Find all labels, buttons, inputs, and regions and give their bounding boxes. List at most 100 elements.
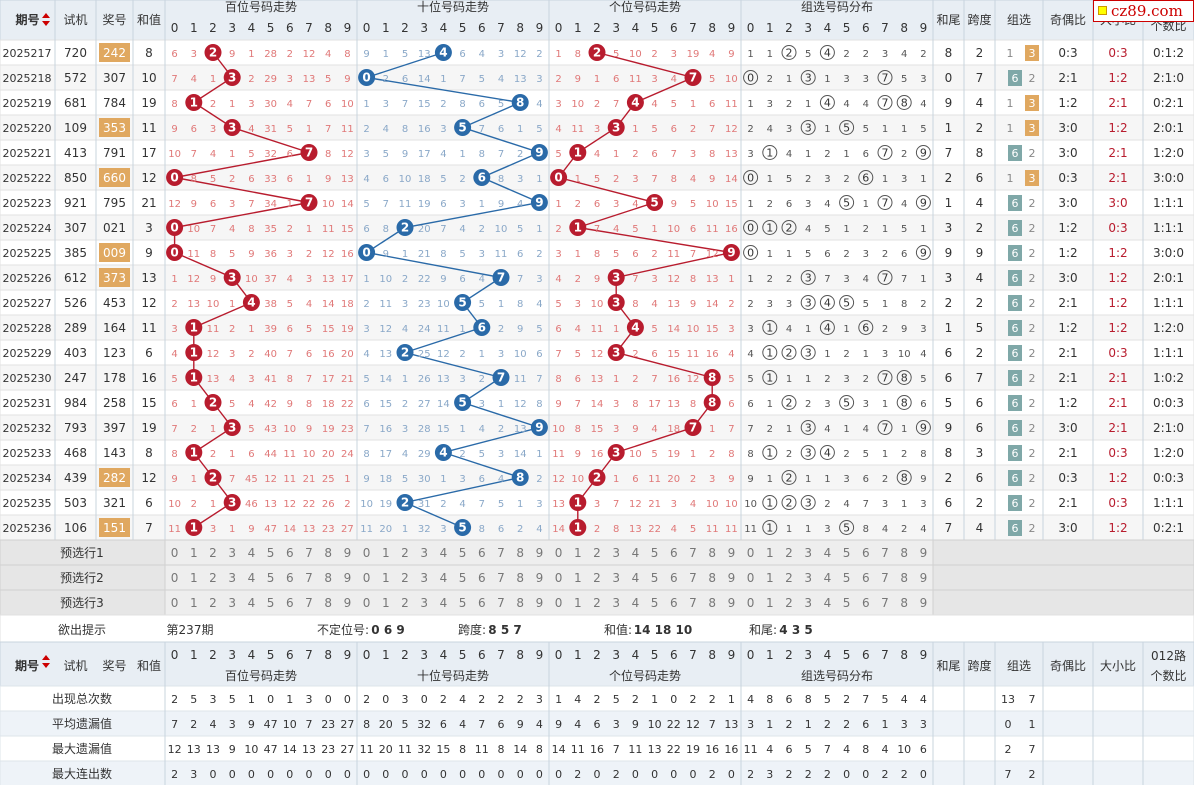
preselect-digit[interactable]: 4	[440, 546, 448, 560]
preselect-digit[interactable]: 4	[824, 596, 832, 610]
preselect-digit[interactable]: 2	[209, 571, 217, 585]
preselect-digit[interactable]: 2	[401, 546, 409, 560]
preselect-digit[interactable]: 6	[478, 546, 486, 560]
preselect-digit[interactable]: 2	[593, 596, 601, 610]
site-logo[interactable]: cz89.com	[1093, 0, 1194, 22]
preselect-digit[interactable]: 2	[785, 596, 793, 610]
sort-down-icon[interactable]	[42, 663, 50, 668]
preselect-digit[interactable]: 6	[670, 596, 678, 610]
preselect-digit[interactable]: 2	[401, 596, 409, 610]
preselect-digit[interactable]: 8	[900, 546, 908, 560]
preselect-digit[interactable]: 1	[382, 546, 390, 560]
preselect-digit[interactable]: 6	[862, 546, 870, 560]
sort-up-icon[interactable]	[42, 655, 50, 660]
preselect-digit[interactable]: 1	[766, 546, 774, 560]
preselect-digit[interactable]: 2	[785, 546, 793, 560]
preselect-digit[interactable]: 1	[574, 596, 582, 610]
preselect-digit[interactable]: 3	[804, 546, 812, 560]
preselect-digit[interactable]: 9	[344, 546, 352, 560]
preselect-digit[interactable]: 6	[862, 571, 870, 585]
preselect-digit[interactable]: 1	[382, 571, 390, 585]
preselect-digit[interactable]: 2	[593, 546, 601, 560]
sort-arrows-icon[interactable]	[42, 13, 50, 26]
preselect-digit[interactable]: 3	[420, 596, 428, 610]
preselect-digit[interactable]: 6	[478, 596, 486, 610]
preselect-digit[interactable]: 8	[324, 571, 332, 585]
preselect-digit[interactable]: 7	[689, 596, 697, 610]
preselect-digit[interactable]: 8	[324, 546, 332, 560]
sort-up-icon[interactable]	[42, 13, 50, 18]
preselect-digit[interactable]: 7	[497, 596, 505, 610]
preselect-digit[interactable]: 5	[459, 546, 467, 560]
preselect-digit[interactable]: 9	[728, 596, 736, 610]
preselect-digit[interactable]: 5	[843, 571, 851, 585]
preselect-digit[interactable]: 2	[593, 571, 601, 585]
preselect-digit[interactable]: 5	[459, 596, 467, 610]
preselect-digit[interactable]: 0	[171, 546, 179, 560]
preselect-digit[interactable]: 8	[516, 546, 524, 560]
preselect-digit[interactable]: 3	[228, 571, 236, 585]
preselect-digit[interactable]: 3	[804, 596, 812, 610]
preselect-digit[interactable]: 7	[305, 596, 313, 610]
preselect-digit[interactable]: 9	[920, 546, 928, 560]
preselect-digit[interactable]: 0	[171, 596, 179, 610]
preselect-digit[interactable]: 3	[612, 571, 620, 585]
preselect-digit[interactable]: 3	[612, 596, 620, 610]
preselect-digit[interactable]: 5	[267, 546, 275, 560]
preselect-digit[interactable]: 0	[363, 571, 371, 585]
preselect-digit[interactable]: 8	[516, 571, 524, 585]
preselect-digit[interactable]: 0	[363, 596, 371, 610]
preselect-digit[interactable]: 0	[555, 571, 563, 585]
preselect-digit[interactable]: 1	[382, 596, 390, 610]
preselect-digit[interactable]: 3	[420, 571, 428, 585]
preselect-digit[interactable]: 9	[920, 596, 928, 610]
preselect-digit[interactable]: 2	[209, 596, 217, 610]
preselect-digit[interactable]: 1	[766, 571, 774, 585]
preselect-digit[interactable]: 3	[612, 546, 620, 560]
preselect-digit[interactable]: 9	[344, 571, 352, 585]
preselect-digit[interactable]: 8	[324, 596, 332, 610]
preselect-digit[interactable]: 6	[286, 546, 294, 560]
preselect-digit[interactable]: 8	[900, 571, 908, 585]
preselect-digit[interactable]: 0	[747, 571, 755, 585]
preselect-digit[interactable]: 0	[555, 596, 563, 610]
preselect-digit[interactable]: 2	[401, 571, 409, 585]
preselect-digit[interactable]: 5	[651, 571, 659, 585]
preselect-digit[interactable]: 6	[670, 571, 678, 585]
preselect-digit[interactable]: 1	[574, 571, 582, 585]
preselect-digit[interactable]: 5	[651, 546, 659, 560]
preselect-digit[interactable]: 5	[843, 596, 851, 610]
preselect-digit[interactable]: 7	[689, 571, 697, 585]
preselect-digit[interactable]: 1	[190, 546, 198, 560]
preselect-digit[interactable]: 7	[497, 546, 505, 560]
preselect-digit[interactable]: 6	[286, 571, 294, 585]
preselect-digit[interactable]: 6	[478, 571, 486, 585]
preselect-digit[interactable]: 3	[420, 546, 428, 560]
preselect-digit[interactable]: 0	[171, 571, 179, 585]
preselect-digit[interactable]: 8	[708, 571, 716, 585]
preselect-digit[interactable]: 9	[536, 596, 544, 610]
preselect-digit[interactable]: 7	[497, 571, 505, 585]
preselect-digit[interactable]: 8	[516, 596, 524, 610]
sort-arrows-icon[interactable]	[42, 655, 50, 668]
preselect-digit[interactable]: 6	[286, 596, 294, 610]
preselect-digit[interactable]: 7	[881, 571, 889, 585]
preselect-digit[interactable]: 6	[862, 596, 870, 610]
preselect-digit[interactable]: 2	[785, 571, 793, 585]
preselect-digit[interactable]: 0	[747, 596, 755, 610]
preselect-digit[interactable]: 5	[843, 546, 851, 560]
preselect-digit[interactable]: 7	[305, 546, 313, 560]
preselect-digit[interactable]: 1	[766, 596, 774, 610]
preselect-digit[interactable]: 7	[305, 571, 313, 585]
preselect-digit[interactable]: 3	[228, 596, 236, 610]
preselect-digit[interactable]: 4	[632, 546, 640, 560]
preselect-digit[interactable]: 1	[190, 596, 198, 610]
preselect-digit[interactable]: 4	[632, 571, 640, 585]
preselect-digit[interactable]: 9	[344, 596, 352, 610]
preselect-digit[interactable]: 4	[248, 571, 256, 585]
preselect-digit[interactable]: 8	[900, 596, 908, 610]
preselect-digit[interactable]: 4	[440, 596, 448, 610]
preselect-digit[interactable]: 1	[190, 571, 198, 585]
preselect-digit[interactable]: 9	[728, 546, 736, 560]
preselect-digit[interactable]: 9	[920, 571, 928, 585]
